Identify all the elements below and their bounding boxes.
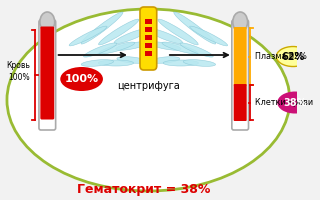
Ellipse shape xyxy=(150,57,180,63)
Ellipse shape xyxy=(69,26,107,46)
Ellipse shape xyxy=(116,42,148,50)
Ellipse shape xyxy=(148,28,182,44)
Ellipse shape xyxy=(99,19,139,45)
Ellipse shape xyxy=(158,19,198,45)
Text: центрифуга: центрифуга xyxy=(117,81,180,91)
Bar xyxy=(145,43,152,48)
FancyBboxPatch shape xyxy=(40,26,54,119)
FancyBboxPatch shape xyxy=(39,20,56,130)
Ellipse shape xyxy=(162,42,198,54)
Ellipse shape xyxy=(277,92,313,114)
Ellipse shape xyxy=(60,67,103,91)
Text: Плазма 62%: Плазма 62% xyxy=(255,52,307,61)
Ellipse shape xyxy=(163,60,198,66)
Ellipse shape xyxy=(183,60,216,66)
FancyBboxPatch shape xyxy=(234,84,247,121)
Ellipse shape xyxy=(190,26,228,46)
Ellipse shape xyxy=(114,28,149,44)
Text: Клетки крови: Клетки крови xyxy=(255,98,313,107)
Ellipse shape xyxy=(149,42,181,50)
Ellipse shape xyxy=(233,12,248,32)
FancyBboxPatch shape xyxy=(140,7,157,70)
Bar xyxy=(145,51,152,56)
Text: 38%: 38% xyxy=(283,98,307,108)
FancyBboxPatch shape xyxy=(232,20,249,130)
Text: Гематокрит = 38%: Гематокрит = 38% xyxy=(77,184,211,196)
Ellipse shape xyxy=(99,42,135,54)
Text: 100%: 100% xyxy=(8,72,30,82)
Text: 62%: 62% xyxy=(281,52,305,62)
Bar xyxy=(145,19,152,24)
Ellipse shape xyxy=(276,47,310,67)
Ellipse shape xyxy=(180,43,213,57)
Ellipse shape xyxy=(81,60,114,66)
Bar xyxy=(145,27,152,32)
Ellipse shape xyxy=(174,12,216,44)
Ellipse shape xyxy=(81,12,123,44)
Text: 100%: 100% xyxy=(65,74,99,84)
Ellipse shape xyxy=(40,12,55,32)
Ellipse shape xyxy=(117,57,147,63)
Bar xyxy=(145,35,152,40)
Ellipse shape xyxy=(84,43,117,57)
Ellipse shape xyxy=(98,60,133,66)
Text: Кровь: Кровь xyxy=(6,60,30,70)
Ellipse shape xyxy=(7,9,290,191)
FancyBboxPatch shape xyxy=(234,27,247,86)
